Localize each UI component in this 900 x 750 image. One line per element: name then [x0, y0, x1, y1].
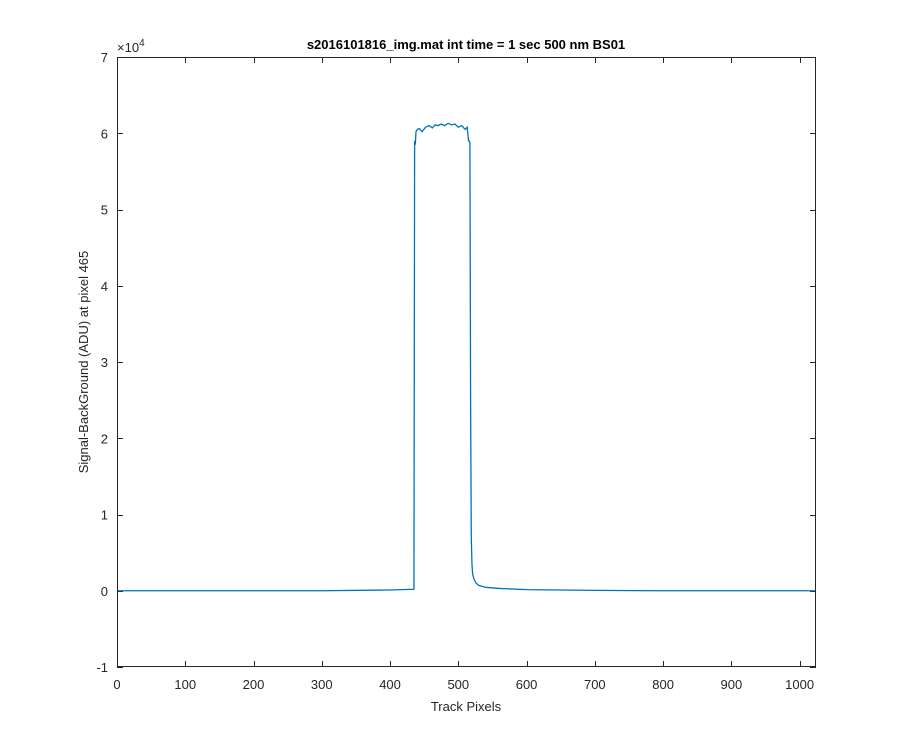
y-tick-label: 2: [101, 431, 108, 446]
y-tick-label: 4: [101, 279, 108, 294]
y-tick-label: 5: [101, 203, 108, 218]
y-axis-label: Signal-BackGround (ADU) at pixel 465: [76, 251, 91, 474]
y-tick-label: 7: [101, 50, 108, 65]
y-tick-label: 1: [101, 508, 108, 523]
x-tick-label: 800: [652, 677, 674, 692]
y-tick-label: -1: [96, 660, 108, 675]
x-tick-label: 0: [113, 677, 120, 692]
x-tick-label: 700: [584, 677, 606, 692]
y-tick-label: 6: [101, 126, 108, 141]
x-axis-label: Track Pixels: [431, 699, 502, 714]
y-exponent-label: ×104: [117, 38, 145, 55]
x-tick-label: 300: [311, 677, 333, 692]
y-tick-label: 0: [101, 584, 108, 599]
x-tick-label: 900: [721, 677, 743, 692]
tick-labels: 0 100 200 300 400 500 600 700 800 900 1000 -1 0 1 2 3 4 5…: [96, 50, 814, 692]
x-tick-label: 600: [516, 677, 538, 692]
x-tick-label: 500: [447, 677, 469, 692]
plot-area: [117, 57, 816, 667]
y-tick-label: 3: [101, 355, 108, 370]
chart-title: s2016101816_img.mat int time = 1 sec 500…: [307, 37, 625, 52]
x-tick-label: 200: [243, 677, 265, 692]
x-tick-label: 400: [379, 677, 401, 692]
axes-box: [117, 57, 816, 667]
x-tick-label: 1000: [785, 677, 814, 692]
x-tick-label: 100: [174, 677, 196, 692]
series-line: [117, 122, 816, 592]
